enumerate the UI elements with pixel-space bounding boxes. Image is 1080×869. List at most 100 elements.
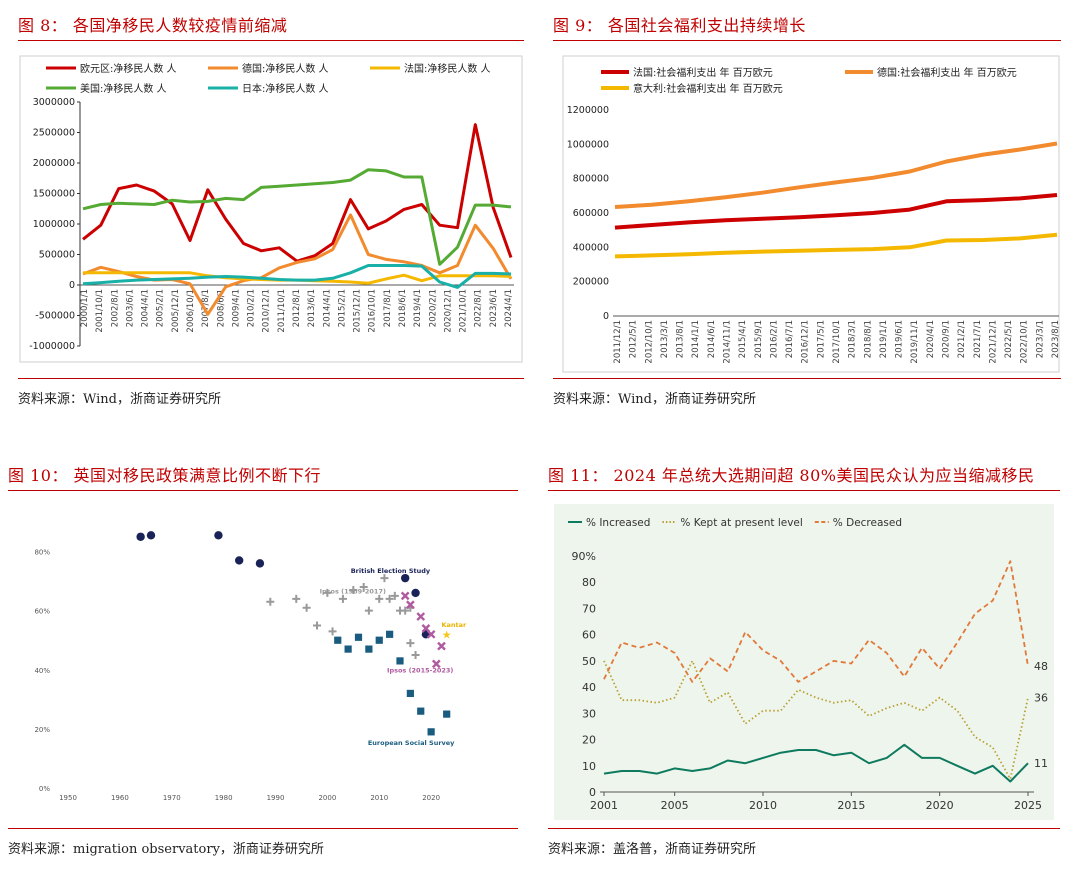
x-tick-label: 2018/3/1 [848, 320, 858, 358]
y-tick-label: 70 [582, 602, 596, 615]
y-tick-label: 1000000 [33, 219, 75, 230]
y-tick-label: 20% [34, 726, 50, 734]
marker-ipsos-1989-2017 [359, 583, 368, 592]
x-tick-label: 2005/2/1 [156, 289, 166, 327]
figure-11-panel: 图 11： 2024 年总统大选期间超 80%美国民众认为应当缩减移民 90% 8… [548, 462, 1060, 862]
x-tick-label: 2016/7/1 [785, 320, 795, 358]
x-tick-label: 2015/2/1 [337, 289, 347, 327]
x-tick-label: 2003/6/1 [125, 289, 135, 327]
series-line-series [614, 193, 1058, 230]
x-tick-label: 2023/6/1 [489, 289, 499, 327]
figure-11-title-rule [548, 490, 1060, 491]
y-tick-label: 1000000 [567, 139, 609, 150]
figure-10-source-rule [8, 828, 518, 829]
chart-background [554, 504, 1054, 820]
y-tick-label: 0 [603, 311, 609, 322]
marker-ipsos-2015-2023 [426, 629, 436, 639]
x-tick-label: 2013/3/1 [660, 320, 670, 358]
marker-british-election-study [400, 573, 410, 583]
x-tick-label: 2022/10/1 [1020, 320, 1030, 364]
x-tick-label: 2016/12/1 [801, 320, 811, 364]
marker-ipsos-1989-2017 [266, 597, 275, 606]
x-tick-label: 2005/12/1 [171, 289, 181, 333]
y-tick-label: 0% [39, 785, 50, 793]
x-tick-label: 2016/2/1 [769, 320, 779, 358]
marker-ipsos-1989-2017 [313, 621, 321, 630]
x-tick-label: 2004/4/1 [141, 289, 151, 327]
figure-9-source-rule [553, 378, 1061, 379]
figure-11-source: 资料来源：盖洛普，浙商证券研究所 [548, 842, 757, 857]
x-tick-label: 2019/6/1 [895, 320, 905, 358]
x-tick-label: 2014/6/1 [707, 320, 717, 358]
figure-9-title: 图 9： 各国社会福利支出持续增长 [553, 16, 806, 35]
marker-ipsos-1989-2017 [401, 606, 410, 615]
figure-8-source: 资料来源：Wind，浙商证券研究所 [18, 392, 221, 407]
series-line-series [614, 232, 1058, 259]
y-tick-label: 200000 [573, 277, 609, 288]
series-line-series [82, 264, 512, 289]
x-tick-label: 2001 [590, 799, 618, 812]
y-tick-label: 30 [582, 707, 596, 720]
x-tick-label: 2000 [318, 794, 336, 802]
marker-ipsos-2015-2023 [437, 641, 446, 651]
y-tick-label: 80% [34, 549, 50, 557]
marker-european-social-survey [396, 657, 404, 665]
legend-label: % Kept at present level [680, 517, 802, 529]
label-british-election-study: British Election Study [351, 567, 431, 575]
x-tick-label: 1960 [111, 794, 129, 802]
x-tick-label: 2021/2/1 [957, 320, 967, 358]
x-tick-label: 2001/10/1 [95, 289, 105, 333]
legend-label: 美国:净移民人数 人 [80, 82, 167, 95]
marker-european-social-survey [386, 630, 394, 638]
figure-11-source-rule [548, 828, 1060, 829]
chart-border [562, 55, 1060, 373]
marker-european-social-survey [443, 710, 451, 718]
marker-ipsos-1989-2017 [328, 627, 337, 636]
x-tick-label: 2020/12/1 [443, 289, 453, 333]
x-tick-label: 2014/11/1 [723, 320, 733, 364]
label-ipsos-1989-2017: Ipsos (1989-2017) [320, 588, 386, 596]
figure-11-title: 图 11： 2024 年总统大选期间超 80%美国民众认为应当缩减移民 [548, 466, 1035, 485]
marker-kantar: ★ [442, 628, 452, 641]
marker-ipsos-2015-2023 [431, 659, 441, 669]
x-tick-label: 2017/10/1 [832, 320, 842, 364]
marker-british-election-study [255, 559, 265, 568]
y-tick-label: 0 [589, 786, 596, 799]
chart-border [19, 55, 523, 363]
y-tick-label: 2500000 [33, 128, 75, 139]
end-label: 36 [1034, 692, 1048, 705]
legend-label: % Increased [586, 517, 650, 529]
marker-british-election-study [214, 531, 223, 540]
x-tick-label: 2005 [661, 799, 689, 812]
x-tick-label: 2013/8/1 [676, 320, 686, 358]
marker-european-social-survey [375, 636, 383, 644]
y-tick-label: 90% [572, 550, 596, 563]
x-tick-label: 2007/8/1 [201, 289, 211, 327]
marker-ipsos-2015-2023 [400, 591, 410, 601]
y-tick-label: 800000 [573, 174, 609, 185]
x-tick-label: 2015/4/1 [738, 320, 748, 358]
x-tick-label: 2010/2/1 [247, 289, 257, 327]
series-line-series [614, 141, 1058, 209]
x-tick-label: 2015/12/1 [353, 289, 363, 333]
marker-european-social-survey [427, 728, 435, 736]
marker-european-social-survey [417, 707, 425, 715]
x-tick-label: 2010/12/1 [262, 289, 272, 333]
legend-label: 德国:社会福利支出 年 百万欧元 [877, 66, 1017, 79]
y-tick-label: -500000 [35, 311, 75, 322]
figure-10-source: 资料来源：migration observatory，浙商证券研究所 [8, 842, 324, 857]
marker-ipsos-1989-2017 [406, 639, 415, 648]
x-tick-label: 2009/4/1 [231, 289, 241, 327]
x-tick-label: 2012/5/1 [629, 320, 639, 358]
series-line-kept-at-present-level [603, 659, 1029, 780]
y-tick-label: 500000 [39, 250, 75, 261]
x-tick-label: 2019/1/1 [879, 320, 889, 358]
figure-10-title-rule [8, 490, 518, 491]
x-tick-label: 2021/10/1 [459, 289, 469, 333]
x-tick-label: 2021/12/1 [988, 320, 998, 364]
figure-10-panel: 图 10： 英国对移民政策满意比例不断下行 80% 60% 40% 20% 0% 1950… [8, 462, 518, 862]
marker-european-social-survey [406, 689, 414, 698]
y-tick-label: 2000000 [33, 158, 75, 169]
y-tick-label: 60 [582, 629, 596, 642]
y-tick-label: 0 [69, 280, 75, 291]
